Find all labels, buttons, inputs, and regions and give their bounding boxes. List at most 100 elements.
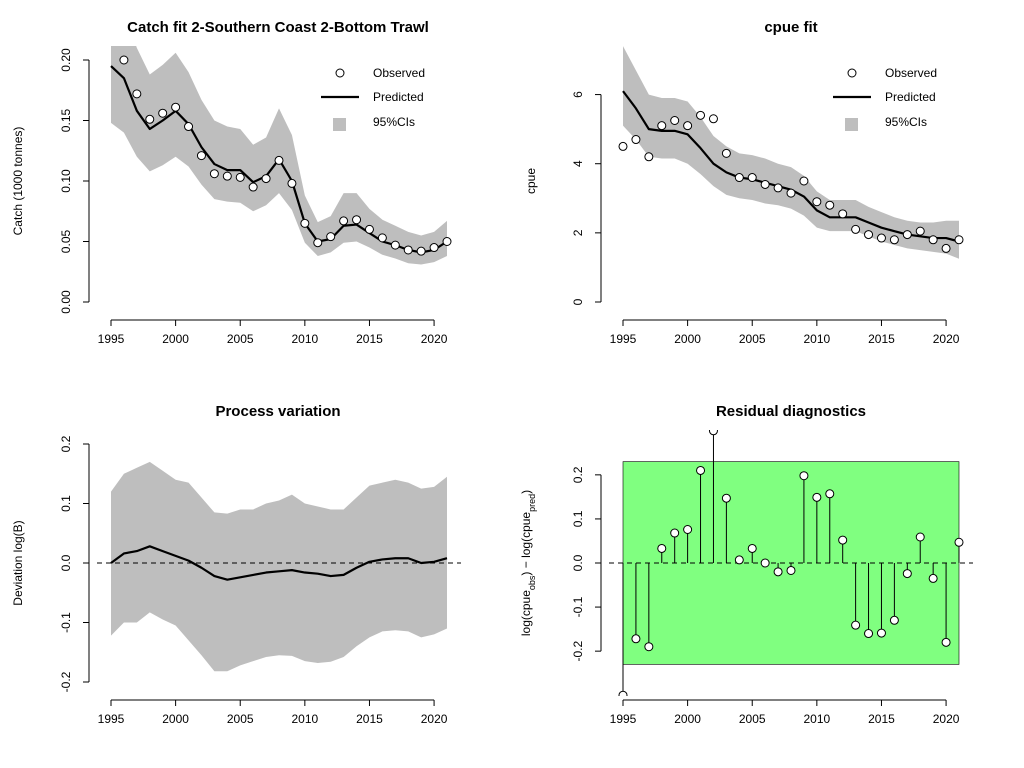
chart-title: Residual diagnostics	[716, 403, 866, 420]
x-tick-label: 1995	[610, 712, 637, 726]
observed-point	[760, 179, 770, 189]
observed-point	[222, 171, 232, 181]
ci-band	[111, 461, 447, 672]
legend-predicted-label: Predicted	[373, 90, 424, 104]
x-tick-label: 2005	[739, 332, 766, 346]
y-tick-label: 0.2	[571, 466, 585, 483]
observed-point	[838, 209, 848, 219]
y-tick-label: -0.2	[571, 640, 585, 661]
residual-point	[825, 489, 835, 499]
plot-area	[609, 430, 973, 696]
chart-cpue: Observed Predicted 95%CIs 1995 2000 2005 2010 2…	[524, 19, 964, 346]
observed-point	[209, 169, 219, 179]
y-tick-label: -0.1	[59, 612, 73, 633]
observed-point	[158, 108, 168, 118]
residual-point	[876, 628, 886, 638]
residual-point	[631, 634, 641, 644]
residual-point	[902, 569, 912, 579]
ci-band	[111, 46, 447, 265]
residual-point	[773, 567, 783, 577]
x-tick-label: 2010	[291, 712, 318, 726]
x-tick-label: 2010	[291, 332, 318, 346]
legend-observed-label: Observed	[373, 66, 425, 80]
observed-point	[416, 246, 426, 256]
residual-point	[734, 555, 744, 565]
x-tick-label: 2000	[674, 712, 701, 726]
legend-ci-label: 95%CIs	[373, 115, 415, 129]
observed-point	[747, 173, 757, 183]
y-tick-label: 0.05	[59, 229, 73, 253]
residual-point	[915, 532, 925, 542]
x-tick-label: 2015	[356, 712, 383, 726]
observed-point	[618, 141, 628, 151]
residual-point	[889, 615, 899, 625]
observed-point	[915, 226, 925, 236]
observed-point	[864, 230, 874, 240]
x-tick-label: 2000	[162, 712, 189, 726]
y-axis-label: Catch (1000 tonnes)	[11, 127, 25, 236]
observed-point	[377, 233, 387, 243]
x-tick-label: 2005	[227, 332, 254, 346]
chart-residual: 1995 2000 2005 2010 2015 2020 -0.2 -0.1 0.0 0.1 0.…	[519, 403, 973, 726]
observed-point	[876, 233, 886, 243]
x-tick-label: 2015	[868, 332, 895, 346]
observed-point	[889, 235, 899, 245]
x-tick-label: 2020	[421, 712, 448, 726]
observed-point	[326, 232, 336, 242]
observed-point	[708, 114, 718, 124]
legend-observed-label: Observed	[885, 66, 937, 80]
observed-point	[734, 173, 744, 183]
y-tick-label: 4	[571, 160, 585, 167]
observed-point	[928, 235, 938, 245]
x-tick-label: 2020	[933, 332, 960, 346]
residual-point	[657, 543, 667, 553]
y-tick-label: 0	[571, 298, 585, 305]
residual-point	[786, 565, 796, 575]
legend-observed-marker	[847, 68, 857, 78]
y-tick-label: 0.20	[59, 48, 73, 72]
y-tick-label: 0.10	[59, 169, 73, 193]
residual-point	[799, 471, 809, 481]
y-axis-label: Deviation log(B)	[11, 520, 25, 605]
x-tick-label: 1995	[98, 332, 125, 346]
plot-area	[110, 46, 452, 265]
chart-title: Catch fit 2-Southern Coast 2-Bottom Traw…	[127, 19, 429, 36]
legend-observed-marker	[335, 68, 345, 78]
observed-point	[902, 230, 912, 240]
observed-point	[670, 116, 680, 125]
observed-point	[403, 245, 413, 255]
observed-point	[390, 240, 400, 250]
residual-point	[618, 690, 628, 696]
observed-point	[644, 152, 654, 162]
plot-area	[618, 46, 964, 259]
residual-point	[760, 558, 770, 568]
chart-title: cpue fit	[764, 19, 817, 36]
observed-point	[851, 224, 861, 234]
y-tick-label: 0.0	[571, 554, 585, 571]
observed-point	[287, 178, 297, 188]
x-tick-label: 1995	[610, 332, 637, 346]
observed-point	[812, 197, 822, 207]
observed-point	[248, 182, 258, 192]
observed-point	[274, 155, 284, 165]
x-tick-label: 2005	[227, 712, 254, 726]
observed-point	[657, 121, 667, 131]
observed-point	[313, 238, 323, 248]
y-tick-label: -0.2	[59, 671, 73, 692]
observed-point	[145, 114, 155, 124]
y-tick-label: 0.1	[59, 495, 73, 512]
observed-point	[954, 235, 964, 245]
observed-point	[683, 121, 693, 131]
observed-point	[786, 188, 796, 198]
observed-point	[799, 176, 809, 186]
residual-point	[696, 465, 706, 475]
x-tick-label: 2015	[868, 712, 895, 726]
legend-predicted-label: Predicted	[885, 90, 936, 104]
y-tick-label: 0.00	[59, 290, 73, 314]
residual-point	[683, 525, 693, 535]
observed-point	[429, 243, 439, 253]
x-tick-label: 2000	[162, 332, 189, 346]
legend-ci-swatch	[845, 118, 858, 131]
observed-point	[235, 172, 245, 182]
y-tick-label: 6	[571, 91, 585, 98]
